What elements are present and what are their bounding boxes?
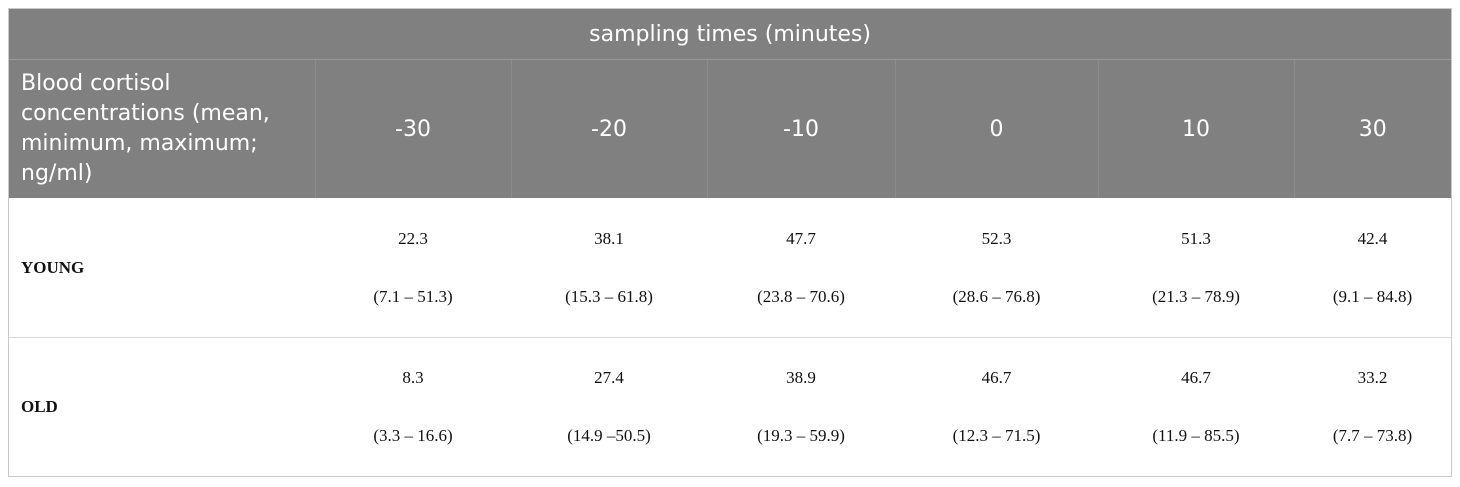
table-cell: 33.2 (7.7 – 73.8)	[1294, 338, 1451, 476]
table-cell: 51.3 (21.3 – 78.9)	[1098, 198, 1294, 338]
table-cell: 8.3 (3.3 – 16.6)	[315, 338, 511, 476]
cell-mean: 38.9	[786, 367, 816, 387]
cell-mean: 27.4	[594, 367, 624, 387]
table-row: YOUNG 22.3 (7.1 – 51.3) 38.1 (15.3 – 61.8)…	[9, 198, 1452, 338]
cell-range: (7.1 – 51.3)	[373, 286, 453, 306]
cell-mean: 52.3	[981, 228, 1012, 248]
table-cell: 52.3 (28.6 – 76.8)	[895, 198, 1098, 338]
cell-mean: 38.1	[594, 228, 624, 248]
cell-range: (19.3 – 59.9)	[757, 425, 845, 445]
sampling-times-header: sampling times (minutes)	[9, 9, 1452, 60]
table-header-row-group: sampling times (minutes)	[9, 9, 1452, 60]
column-header: 0	[894, 59, 1098, 198]
cell-range: (28.6 – 76.8)	[952, 286, 1041, 306]
column-header: 10	[1097, 59, 1294, 198]
cell-range: (3.3 – 16.6)	[373, 425, 453, 445]
column-header: -20	[510, 59, 707, 198]
cell-mean: 51.3	[1181, 228, 1211, 248]
table-cell: 46.7 (12.3 – 71.5)	[895, 338, 1098, 476]
cell-range: (21.3 – 78.9)	[1152, 286, 1240, 306]
row-label: OLD	[21, 396, 58, 416]
cell-range: (12.3 – 71.5)	[952, 425, 1041, 445]
column-header: -30	[314, 59, 511, 198]
cell-range: (23.8 – 70.6)	[757, 286, 845, 306]
column-header: -10	[706, 59, 895, 198]
table-cell: 38.9 (19.3 – 59.9)	[707, 338, 895, 476]
cell-range: (11.9 – 85.5)	[1152, 425, 1240, 445]
table-cell: 22.3 (7.1 – 51.3)	[315, 198, 511, 338]
table-cell: 47.7 (23.8 – 70.6)	[707, 198, 895, 338]
cell-mean: 33.2	[1357, 367, 1388, 387]
cortisol-table: sampling times (minutes) Blood cortisol …	[9, 9, 1452, 476]
cell-mean: 42.4	[1357, 228, 1388, 248]
cell-mean: 47.7	[786, 228, 816, 248]
cell-mean: 8.3	[402, 367, 424, 387]
cell-range: (7.7 – 73.8)	[1332, 425, 1413, 445]
column-header: 30	[1293, 59, 1452, 198]
table-header-row-columns: Blood cortisol concentrations (mean, min…	[9, 59, 1452, 198]
cell-mean: 22.3	[398, 228, 428, 248]
row-label: YOUNG	[9, 198, 315, 338]
cell-mean: 46.7	[981, 367, 1012, 387]
table-row: OLD 8.3 (3.3 – 16.6) 27.4 (14.9 –50.5) 38.…	[9, 338, 1451, 476]
row-header-label: Blood cortisol concentrations (mean, min…	[9, 59, 315, 198]
cell-mean: 46.7	[1181, 367, 1211, 387]
cell-range: (15.3 – 61.8)	[565, 286, 653, 306]
cell-range: (9.1 – 84.8)	[1332, 286, 1413, 306]
table-cell: 46.7 (11.9 – 85.5)	[1098, 338, 1294, 476]
table-cell: 27.4 (14.9 –50.5)	[511, 338, 707, 476]
table-cell: 42.4 (9.1 – 84.8)	[1294, 198, 1452, 338]
cell-range: (14.9 –50.5)	[567, 425, 651, 445]
cortisol-table-container: sampling times (minutes) Blood cortisol …	[8, 8, 1452, 477]
table-cell: 38.1 (15.3 – 61.8)	[511, 198, 707, 338]
